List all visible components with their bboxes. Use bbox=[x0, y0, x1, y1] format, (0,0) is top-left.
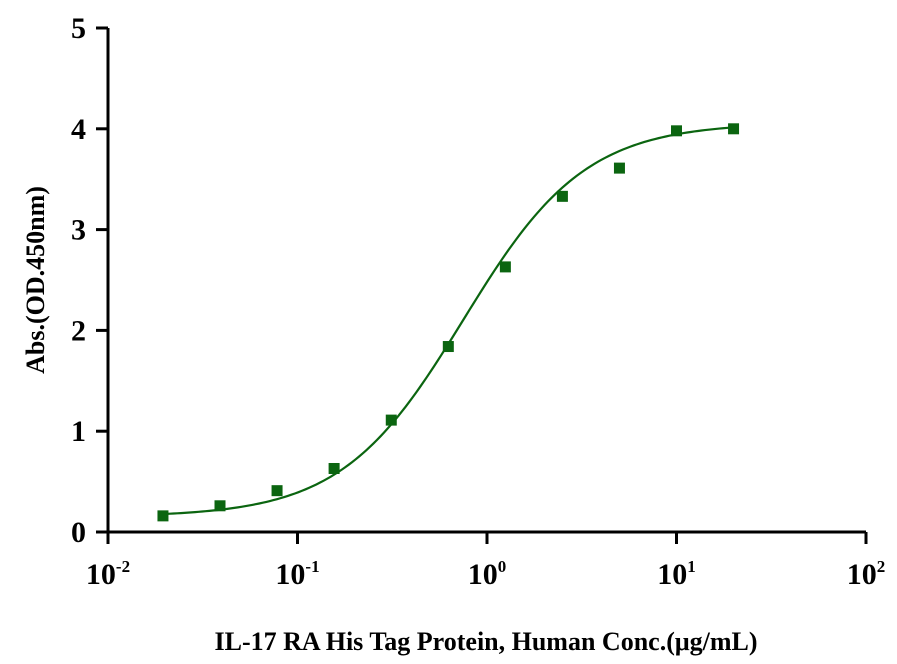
data-point bbox=[556, 190, 568, 202]
data-point bbox=[385, 414, 397, 426]
y-tick-label: 5 bbox=[71, 12, 86, 45]
y-axis: 0 1 2 3 4 5 bbox=[71, 12, 110, 549]
data-point bbox=[328, 462, 340, 474]
y-axis-title: Abs.(OD.450nm) bbox=[21, 186, 50, 374]
y-tick-label: 3 bbox=[71, 214, 86, 247]
data-point bbox=[613, 162, 625, 174]
data-point bbox=[728, 123, 740, 135]
y-tick-label: 4 bbox=[71, 113, 86, 146]
data-point bbox=[499, 261, 511, 273]
x-tick-label: 10-1 bbox=[275, 557, 319, 591]
data-points bbox=[157, 123, 740, 522]
y-tick-label: 1 bbox=[71, 415, 86, 448]
data-point bbox=[442, 341, 454, 353]
x-tick-label: 100 bbox=[468, 557, 507, 591]
y-tick-label: 0 bbox=[71, 516, 86, 549]
x-axis-title: IL-17 RA His Tag Protein, Human Conc.(μg… bbox=[215, 627, 758, 656]
data-point bbox=[671, 125, 682, 137]
x-tick-label: 102 bbox=[847, 557, 886, 591]
x-axis: 10-2 10-1 100 101 102 bbox=[86, 530, 886, 591]
x-tick-label: 101 bbox=[657, 557, 696, 591]
fit-curve bbox=[162, 126, 734, 516]
data-point bbox=[157, 510, 169, 522]
data-point bbox=[271, 485, 283, 497]
x-tick-label: 10-2 bbox=[86, 557, 130, 591]
data-point bbox=[214, 500, 226, 512]
y-tick-label: 2 bbox=[71, 314, 86, 347]
